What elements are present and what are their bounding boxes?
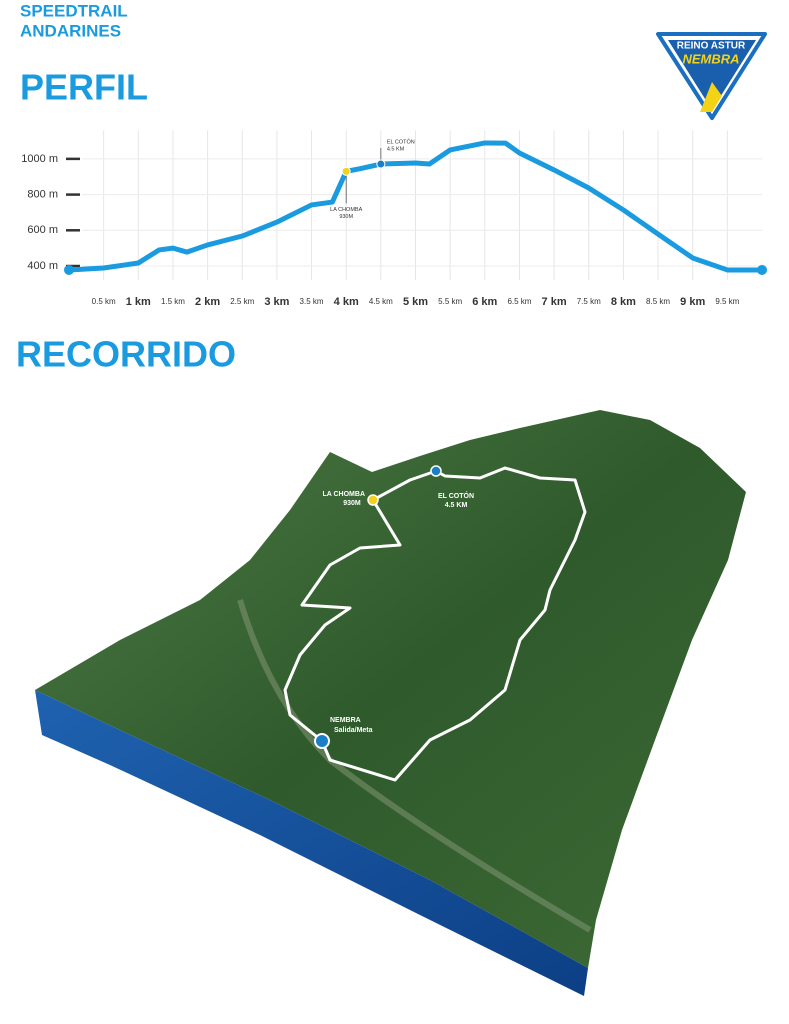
x-tick-label: 8.5 km — [646, 297, 670, 306]
x-tick-label: 2 km — [195, 296, 220, 308]
y-tick-label: 400 m — [27, 260, 58, 272]
map-label: Salida/Meta — [334, 727, 373, 734]
map-label: LA CHOMBA — [322, 491, 365, 498]
header-line: SPEEDTRAIL — [20, 1, 128, 20]
y-tick-label: 800 m — [27, 188, 58, 200]
x-tick-label: 1 km — [126, 296, 151, 308]
marker-sublabel: 930M — [339, 214, 353, 220]
map-point — [367, 494, 379, 506]
map-label: EL COTÓN — [438, 491, 474, 500]
x-tick-label: 3 km — [264, 296, 289, 308]
map-label: NEMBRA — [330, 717, 361, 724]
map-point — [314, 733, 330, 749]
x-tick-label: 9.5 km — [715, 297, 739, 306]
x-tick-label: 5 km — [403, 296, 428, 308]
endpoint — [64, 264, 74, 275]
marker — [376, 159, 386, 169]
x-tick-label: 4.5 km — [369, 297, 393, 306]
profile-chart: 0.5 km 1 km 1.5 km 2 km 2.5 km 3 km 3.5 km 4 km… — [21, 130, 767, 308]
route — [283, 466, 587, 782]
logo-text: NEMBRA — [682, 51, 739, 66]
x-tick-label: 7 km — [542, 296, 567, 308]
x-tick-label: 2.5 km — [230, 297, 254, 306]
chart-title: PERFIL — [20, 67, 148, 108]
marker-label: LA CHOMBA — [330, 207, 362, 213]
valley — [237, 599, 592, 933]
x-tick-label: 4 km — [334, 296, 359, 308]
marker-label: EL COTÓN — [387, 139, 415, 146]
x-tick-label: 5.5 km — [438, 297, 462, 306]
x-tick-label: 0.5 km — [92, 297, 116, 306]
x-tick-label: 9 km — [680, 296, 705, 308]
x-tick-label: 1.5 km — [161, 297, 185, 306]
x-tick-label: 3.5 km — [300, 297, 324, 306]
logo-text: REINO ASTUR — [677, 41, 746, 52]
marker-sublabel: 4.5 KM — [387, 147, 405, 153]
x-tick-label: 6.5 km — [507, 297, 531, 306]
terrain-top — [35, 410, 746, 968]
y-tick-label: 600 m — [27, 224, 58, 236]
y-tick-label: 1000 m — [21, 153, 58, 165]
logo-fill — [668, 40, 756, 110]
map-title: RECORRIDO — [16, 334, 236, 375]
terrain-map: LA CHOMBA 930M EL COTÓN 4.5 KM NEMBRA Sa… — [35, 410, 746, 996]
terrain-side — [35, 690, 588, 996]
x-tick-label: 6 km — [472, 296, 497, 308]
logo: REINO ASTUR NEMBRA — [656, 32, 767, 120]
endpoint — [757, 264, 767, 275]
map-label: 4.5 KM — [445, 502, 468, 509]
map-label: 930M — [343, 500, 361, 507]
x-tick-label: 7.5 km — [577, 297, 601, 306]
map-point — [430, 465, 442, 477]
logo-peak — [700, 82, 728, 112]
x-tick-label: 8 km — [611, 296, 636, 308]
marker — [341, 166, 351, 176]
header-line: ANDARINES — [20, 21, 121, 40]
